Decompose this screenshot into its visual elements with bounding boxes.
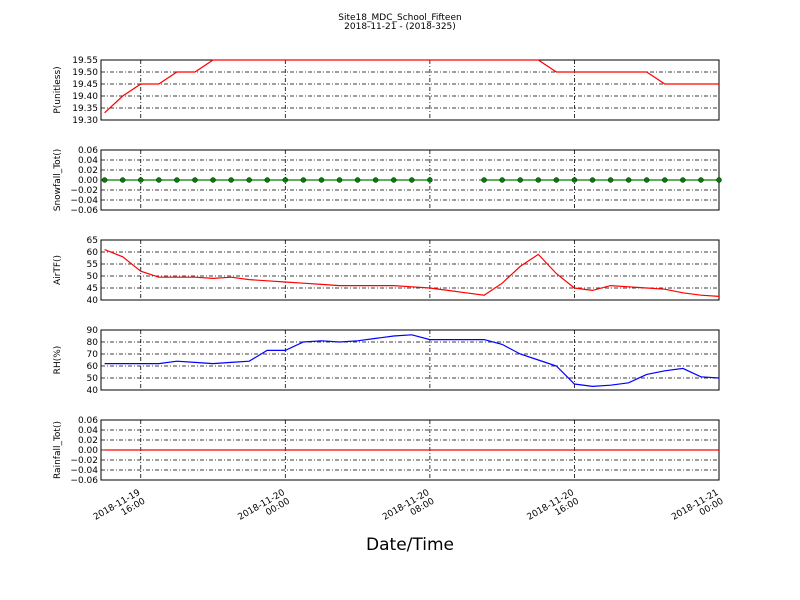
y-axis-label: Snowfall_Tot() xyxy=(53,149,63,212)
y-tick-label: 0.02 xyxy=(78,436,98,446)
data-marker xyxy=(119,177,126,183)
y-axis-label: AirTF() xyxy=(53,255,63,285)
data-line xyxy=(104,59,719,114)
y-tick-label: 80 xyxy=(87,338,99,348)
data-marker xyxy=(354,177,361,183)
x-tick-label: 2018-11-1916:00 xyxy=(92,488,148,532)
plot-frame xyxy=(100,59,720,121)
data-marker xyxy=(644,177,650,183)
data-marker xyxy=(264,177,270,183)
y-tick-label: 19.30 xyxy=(72,116,98,126)
y-tick-label: 40 xyxy=(87,386,99,396)
y-axis-label: Rainfall_Tot() xyxy=(53,421,63,479)
data-marker xyxy=(481,177,487,183)
y-tick-label: 60 xyxy=(87,248,99,258)
data-line xyxy=(104,249,720,297)
y-axis-label: RH(%) xyxy=(53,346,63,375)
data-marker xyxy=(228,177,234,183)
data-marker xyxy=(101,177,108,183)
data-marker xyxy=(571,177,578,183)
data-marker xyxy=(336,177,343,183)
y-tick-label: 60 xyxy=(87,362,99,372)
y-tick-label: −0.02 xyxy=(70,186,98,196)
data-marker xyxy=(517,177,523,183)
data-marker xyxy=(391,177,397,183)
y-tick-label: 0.06 xyxy=(78,416,98,426)
chart-subtitle: 2018-11-21 - (2018-325) xyxy=(344,22,456,32)
data-marker xyxy=(625,177,632,183)
y-tick-label: 19.40 xyxy=(72,92,98,102)
data-marker xyxy=(409,177,415,183)
chart-title: Site18_MDC_School_Fifteen xyxy=(338,13,461,23)
data-marker xyxy=(716,177,722,183)
data-marker xyxy=(318,177,325,183)
data-marker xyxy=(589,177,596,183)
data-marker xyxy=(662,177,668,183)
data-marker xyxy=(553,177,560,183)
y-tick-label: 0.02 xyxy=(78,166,98,176)
y-tick-label: 19.55 xyxy=(72,56,98,66)
y-tick-label: 19.50 xyxy=(72,68,98,78)
data-marker xyxy=(138,177,144,183)
data-marker xyxy=(607,177,614,183)
y-axis-label: P(unitless) xyxy=(53,66,63,113)
data-marker xyxy=(535,177,541,183)
y-tick-label: 19.35 xyxy=(72,104,98,114)
y-tick-label: 90 xyxy=(87,326,99,336)
plot-frame xyxy=(100,329,720,391)
y-tick-label: 0.00 xyxy=(78,176,98,186)
y-tick-label: 0.00 xyxy=(78,446,98,456)
y-tick-label: −0.04 xyxy=(70,196,98,206)
x-tick-label: 2018-11-2008:00 xyxy=(381,488,437,532)
y-tick-label: 40 xyxy=(87,296,99,306)
x-tick-label: 2018-11-2016:00 xyxy=(526,488,582,532)
data-marker xyxy=(174,177,180,183)
data-marker xyxy=(680,177,686,183)
y-tick-label: −0.06 xyxy=(70,476,98,486)
y-tick-label: 65 xyxy=(87,236,98,246)
y-tick-label: 70 xyxy=(87,350,99,360)
data-marker xyxy=(192,177,198,183)
data-marker xyxy=(210,177,216,183)
y-tick-label: 19.45 xyxy=(72,80,98,90)
x-tick-label: 2018-11-2000:00 xyxy=(237,488,293,532)
y-tick-label: −0.06 xyxy=(70,206,98,216)
y-tick-label: 55 xyxy=(87,260,98,270)
data-marker xyxy=(246,177,252,183)
plot-frame xyxy=(100,239,720,301)
y-tick-label: −0.02 xyxy=(70,456,98,466)
data-line xyxy=(104,334,720,388)
y-tick-label: 0.04 xyxy=(78,156,98,166)
data-marker xyxy=(698,177,704,183)
data-marker xyxy=(156,177,162,183)
data-marker xyxy=(300,177,307,183)
y-tick-label: 45 xyxy=(87,284,98,294)
data-marker xyxy=(427,177,433,183)
data-marker xyxy=(499,177,505,183)
y-tick-label: 0.04 xyxy=(78,426,98,436)
y-tick-label: −0.04 xyxy=(70,466,98,476)
y-tick-label: 50 xyxy=(87,272,99,282)
x-tick-label: 2018-11-2100:00 xyxy=(670,488,726,532)
y-tick-label: 50 xyxy=(87,374,99,384)
data-marker xyxy=(372,177,379,183)
y-tick-label: 0.06 xyxy=(78,146,98,156)
data-marker xyxy=(282,177,289,183)
x-axis-label: Date/Time xyxy=(366,535,454,555)
